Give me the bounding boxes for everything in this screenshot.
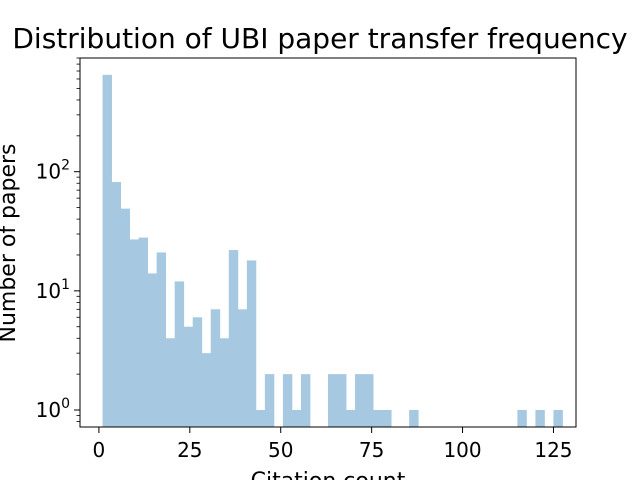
histogram-bar (192, 317, 203, 427)
histogram-bar (237, 309, 248, 427)
y-tick-label: 101 (36, 277, 70, 303)
histogram-bar (300, 374, 311, 427)
x-axis-label: Citation count (251, 469, 406, 480)
x-tick-label: 25 (177, 438, 202, 462)
y-axis-ticks: 100 101 102 (36, 57, 80, 422)
histogram-bar (111, 181, 121, 427)
histogram-bar (156, 252, 167, 427)
histogram-bar (147, 273, 158, 427)
histogram-bar (264, 374, 275, 427)
histogram-bar (228, 250, 239, 427)
histogram-bar (328, 374, 338, 427)
x-axis-ticks: 0 25 50 75 100 125 (93, 427, 573, 462)
histogram-bar (120, 208, 130, 427)
x-tick-label: 125 (534, 438, 572, 462)
histogram-bar (346, 410, 356, 427)
histogram-bar (382, 410, 392, 427)
histogram-bar (282, 374, 293, 427)
y-tick-label: 100 (36, 396, 70, 422)
histogram-bar (129, 239, 140, 427)
axes-frame (79, 57, 577, 428)
bars-group (102, 74, 563, 428)
histogram-bar (246, 260, 257, 427)
histogram-bar (535, 410, 545, 427)
histogram-bar (373, 410, 383, 427)
histogram-bar (201, 353, 212, 427)
histogram-bar (409, 410, 419, 427)
histogram-bar (174, 281, 185, 427)
histogram-bar (255, 410, 266, 427)
histogram-bar (517, 410, 527, 427)
histogram-bar (219, 338, 230, 427)
chart-title: Distribution of UBI paper transfer frequ… (12, 22, 627, 55)
x-tick-label: 75 (359, 438, 384, 462)
histogram-bar (165, 338, 176, 427)
histogram-bar (291, 410, 302, 427)
histogram-bar (183, 326, 194, 427)
x-tick-label: 50 (268, 438, 293, 462)
histogram-bar (553, 410, 563, 427)
histogram-bar (102, 74, 112, 428)
histogram-bar (210, 309, 221, 427)
x-tick-label: 0 (93, 438, 106, 462)
histogram-bar (138, 237, 149, 427)
histogram-bar (337, 374, 347, 427)
x-tick-label: 100 (443, 438, 481, 462)
histogram-bar (355, 374, 365, 427)
histogram-bar (364, 374, 374, 427)
y-tick-label: 102 (36, 158, 70, 184)
y-axis-label: Number of papers (0, 143, 21, 342)
